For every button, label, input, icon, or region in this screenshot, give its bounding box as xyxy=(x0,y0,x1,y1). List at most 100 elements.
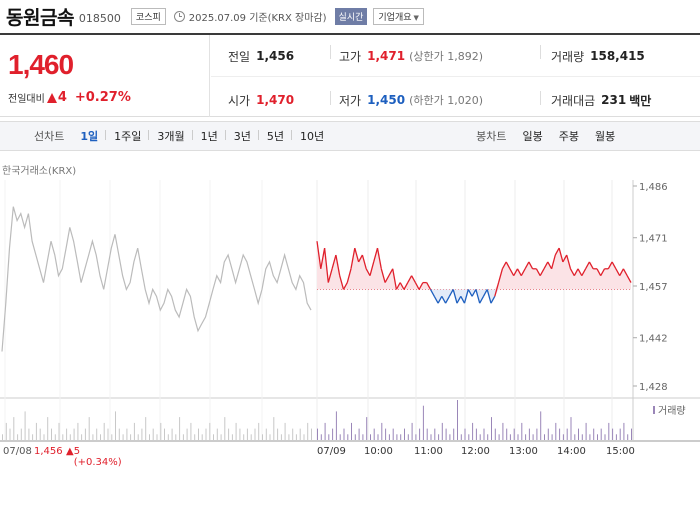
divider xyxy=(540,91,541,105)
volume-bar xyxy=(445,428,447,440)
company-overview-button[interactable]: 기업개요 ▼ xyxy=(373,7,424,25)
volume-bar xyxy=(570,417,572,440)
today-line-segment xyxy=(342,282,348,290)
today-area-fill-down xyxy=(317,289,631,304)
prev-change-text: ▲ 5 (+0.34%) xyxy=(66,446,122,468)
candle-chart-label: 봉차트 xyxy=(476,130,507,143)
low-cell: 저가 1,450 (하한가 1,020) xyxy=(339,91,483,109)
volume-bar xyxy=(574,434,576,440)
today-line-segment xyxy=(471,289,477,297)
volume-bar xyxy=(69,434,71,440)
volume-bar xyxy=(540,411,542,440)
tab-1d[interactable]: 1일 xyxy=(72,128,106,144)
today-line-segment xyxy=(346,268,352,283)
volume-bar xyxy=(623,422,625,440)
volume-bar xyxy=(164,428,165,440)
today-line-segment xyxy=(588,261,594,270)
volume-bar xyxy=(141,428,143,440)
high-label: 고가 xyxy=(339,49,362,64)
volume-bar xyxy=(491,417,492,440)
volume-bar xyxy=(347,434,349,440)
volume-bar xyxy=(509,434,511,440)
today-line-segment xyxy=(520,268,526,277)
today-line-segment xyxy=(376,247,382,269)
volume-bar xyxy=(604,434,606,440)
volume-bar xyxy=(156,434,158,440)
volume-bar xyxy=(145,417,147,440)
volume-bar xyxy=(430,434,432,440)
volume-bar xyxy=(66,428,68,440)
today-line-segment xyxy=(380,268,386,283)
volume-bar xyxy=(525,434,527,440)
tab-1w[interactable]: 1주일 xyxy=(106,128,150,144)
today-line-segment xyxy=(354,247,360,263)
volume-bar xyxy=(521,422,523,440)
volume-bar xyxy=(608,422,610,440)
today-line-segment xyxy=(335,254,341,276)
today-line-segment xyxy=(403,282,409,290)
low-value: 1,450 xyxy=(367,93,406,107)
today-line-segment xyxy=(581,268,587,277)
today-line-segment xyxy=(365,268,371,277)
today-line-segment xyxy=(441,295,447,304)
tab-5y[interactable]: 5년 xyxy=(259,128,293,144)
volume-bar xyxy=(73,428,75,440)
volume-bar xyxy=(449,434,451,440)
tab-monthly[interactable]: 월봉 xyxy=(595,130,616,143)
time-label: 10:00 xyxy=(364,446,393,457)
prev-day-line xyxy=(1,206,312,352)
open-value: 1,470 xyxy=(256,93,295,107)
volume-legend-swatch xyxy=(653,406,655,414)
tab-10y[interactable]: 10년 xyxy=(300,130,325,143)
today-area-fill xyxy=(317,241,631,290)
volume-bar xyxy=(205,428,207,440)
today-line-segment xyxy=(433,295,439,304)
volume-bar xyxy=(277,428,279,440)
y-tick-label: 1,428 xyxy=(639,382,668,393)
up-triangle-icon xyxy=(46,92,57,103)
today-line-segment xyxy=(494,282,500,297)
volume-bar xyxy=(506,428,508,440)
volume-bar xyxy=(627,434,629,440)
today-line-segment xyxy=(543,261,549,270)
tab-weekly[interactable]: 주봉 xyxy=(558,130,580,143)
volume-bar xyxy=(419,428,421,440)
volume-bar xyxy=(182,434,184,440)
realtime-button[interactable]: 실시간 xyxy=(334,7,368,25)
today-line-segment xyxy=(373,247,379,263)
open-label: 시가 xyxy=(228,93,251,108)
tab-daily[interactable]: 일봉 xyxy=(522,130,543,143)
volume-bar xyxy=(62,434,64,440)
volume-bar xyxy=(562,434,564,440)
today-line-segment xyxy=(558,247,564,263)
tab-3m[interactable]: 3개월 xyxy=(149,128,193,144)
tab-3y[interactable]: 3년 xyxy=(226,128,260,144)
high-value: 1,471 xyxy=(367,49,406,63)
today-line-segment xyxy=(316,241,322,269)
volume-bar xyxy=(385,428,387,440)
volume-bar xyxy=(460,434,462,440)
company-overview-label: 기업개요 xyxy=(378,12,412,23)
divider xyxy=(330,91,331,105)
today-line-segment xyxy=(573,268,579,277)
change-row: 전일대비 4 +0.27% xyxy=(8,90,131,105)
volume-bar xyxy=(58,422,60,440)
today-line-segment xyxy=(585,261,590,270)
volume-bar xyxy=(20,428,22,440)
prev-close-label: 전일 xyxy=(228,49,251,64)
volume-bar xyxy=(498,434,500,440)
volume-bar xyxy=(216,428,218,440)
volume-bar xyxy=(513,428,515,440)
today-line-segment xyxy=(562,254,568,263)
volume-bar xyxy=(47,417,49,440)
volume-bar xyxy=(228,428,230,440)
prev-close-value: 1,456 xyxy=(256,49,295,63)
volume-bar xyxy=(502,422,504,440)
today-line-segment xyxy=(475,289,481,304)
volume-bar xyxy=(24,411,26,440)
volume-bar xyxy=(311,428,312,440)
volume-bar xyxy=(198,428,199,440)
today-line-segment xyxy=(452,289,458,304)
tab-1y[interactable]: 1년 xyxy=(193,128,226,144)
volume-bar xyxy=(358,428,360,440)
